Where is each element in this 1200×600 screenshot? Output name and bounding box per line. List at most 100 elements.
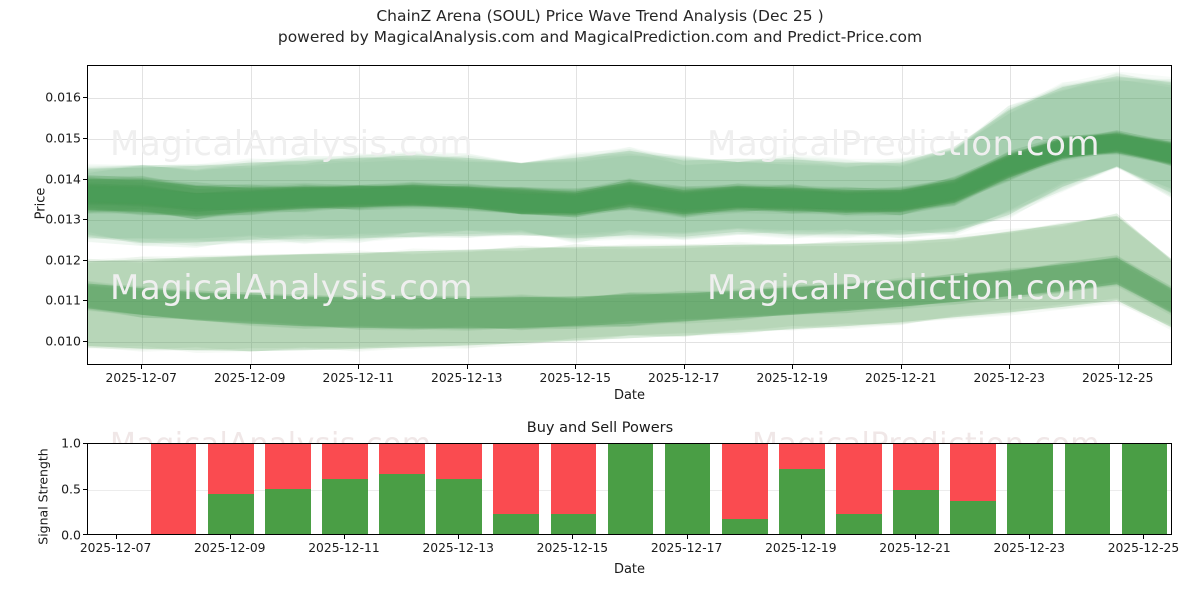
power-x-tick [915,535,917,539]
wave-band-polygon [88,213,1171,354]
power-bar-buy-segment [1064,444,1111,534]
power-bar-sell-segment [265,444,311,489]
wave-band-polygon [88,71,1171,248]
power-bar[interactable] [1007,444,1054,534]
price-y-tick-label: 0.013 [45,211,81,227]
price-x-tick-label: 2025-12-23 [973,371,1045,385]
price-plot-area [87,65,1172,365]
price-x-tick [358,365,360,369]
price-wave-bands [88,71,1171,354]
gridline-horizontal [88,179,1171,181]
power-bar-buy-segment [207,493,254,534]
power-bar[interactable] [493,444,540,534]
gridline-vertical [576,66,578,364]
page-title: ChainZ Arena (SOUL) Price Wave Trend Ana… [376,7,824,25]
gridline-vertical [359,66,361,364]
power-bar[interactable] [893,444,939,534]
power-y-tick [83,489,87,490]
wave-band-polygon [88,74,1171,248]
power-bar-sell-segment [436,444,482,480]
wave-band-polygon [88,130,1171,218]
power-y-tick-label: 1.0 [61,435,81,451]
power-x-axis-title: Date [613,562,646,577]
power-bar-sell-segment [379,444,425,474]
wave-band-polygon [88,216,1171,352]
power-bar-buy-segment [950,500,996,534]
wave-band-polygon [88,215,1171,352]
gridline-vertical [793,66,795,364]
price-y-tick [83,300,87,302]
power-bar-sell-segment [150,444,197,534]
power-bar[interactable] [150,444,197,534]
wave-band-polygon [88,213,1171,352]
power-x-tick-label: 2025-12-13 [422,541,494,555]
page-subtitle: powered by MagicalAnalysis.com and Magic… [277,28,923,46]
wave-band-polygon [88,73,1171,243]
power-bar[interactable] [322,444,368,534]
power-x-tick-label: 2025-12-23 [993,541,1065,555]
price-x-tick-label: 2025-12-13 [431,371,503,385]
wave-band-polygon [88,216,1171,351]
power-bar-buy-segment [436,479,482,534]
power-bar[interactable] [436,444,482,534]
power-bar-sell-segment [207,444,254,494]
price-x-tick [1009,365,1011,369]
wave-band-polygon [88,132,1171,220]
wave-band-polygon [88,255,1171,331]
gridline-horizontal [88,301,1171,303]
wave-band-polygon [88,257,1171,329]
wave-band-polygon [88,135,1171,218]
gridline-horizontal [88,98,1171,100]
power-y-tick-label: 0.0 [61,527,81,543]
wave-band-polygon [88,129,1171,217]
price-y-tick [83,219,87,221]
price-y-tick-label: 0.011 [45,292,81,308]
wave-band-polygon [88,257,1171,330]
price-x-tick-label: 2025-12-21 [865,371,937,385]
wave-band-polygon [88,132,1171,214]
power-bar-buy-segment [1007,444,1054,534]
power-bar[interactable] [778,444,825,534]
power-bar[interactable] [379,444,425,534]
price-x-tick [900,365,902,369]
power-x-tick-label: 2025-12-21 [879,541,951,555]
power-x-tick-label: 2025-12-15 [536,541,609,555]
wave-band-polygon [88,256,1171,331]
price-x-tick [249,365,251,369]
power-x-tick-label: 2025-12-17 [650,541,723,555]
power-x-tick [800,535,802,539]
power-x-tick [686,535,688,539]
price-x-tick [792,365,794,369]
gridline-horizontal [88,341,1171,343]
wave-band-polygon [88,136,1171,214]
power-bar[interactable] [94,444,140,534]
wave-band-polygon [88,130,1171,220]
wave-band-polygon [88,134,1171,214]
power-bar[interactable] [265,444,311,534]
power-bar[interactable] [1064,444,1111,534]
price-y-tick-label: 0.016 [45,89,81,105]
power-bar[interactable] [207,444,254,534]
power-y-tick [83,443,87,444]
wave-band-polygon [88,134,1171,214]
power-x-tick-label: 2025-12-19 [765,541,837,555]
price-x-tick [141,365,143,369]
power-bar-buy-segment [322,479,368,534]
power-x-tick [229,535,231,539]
price-x-tick [466,365,468,369]
power-bar[interactable] [836,444,882,534]
price-y-axis-title: Price [33,187,49,220]
gridline-horizontal [88,220,1171,222]
gridline-vertical [901,66,903,364]
power-bar[interactable] [721,444,768,534]
gridline-vertical [467,66,469,364]
gridline-vertical [250,66,252,364]
power-bar-sell-segment [950,444,996,501]
gridline-vertical [1010,66,1012,364]
power-bar[interactable] [664,444,711,534]
power-bar[interactable] [950,444,996,534]
power-bar[interactable] [607,444,654,534]
power-bar[interactable] [550,444,597,534]
power-bar[interactable] [1121,444,1168,534]
